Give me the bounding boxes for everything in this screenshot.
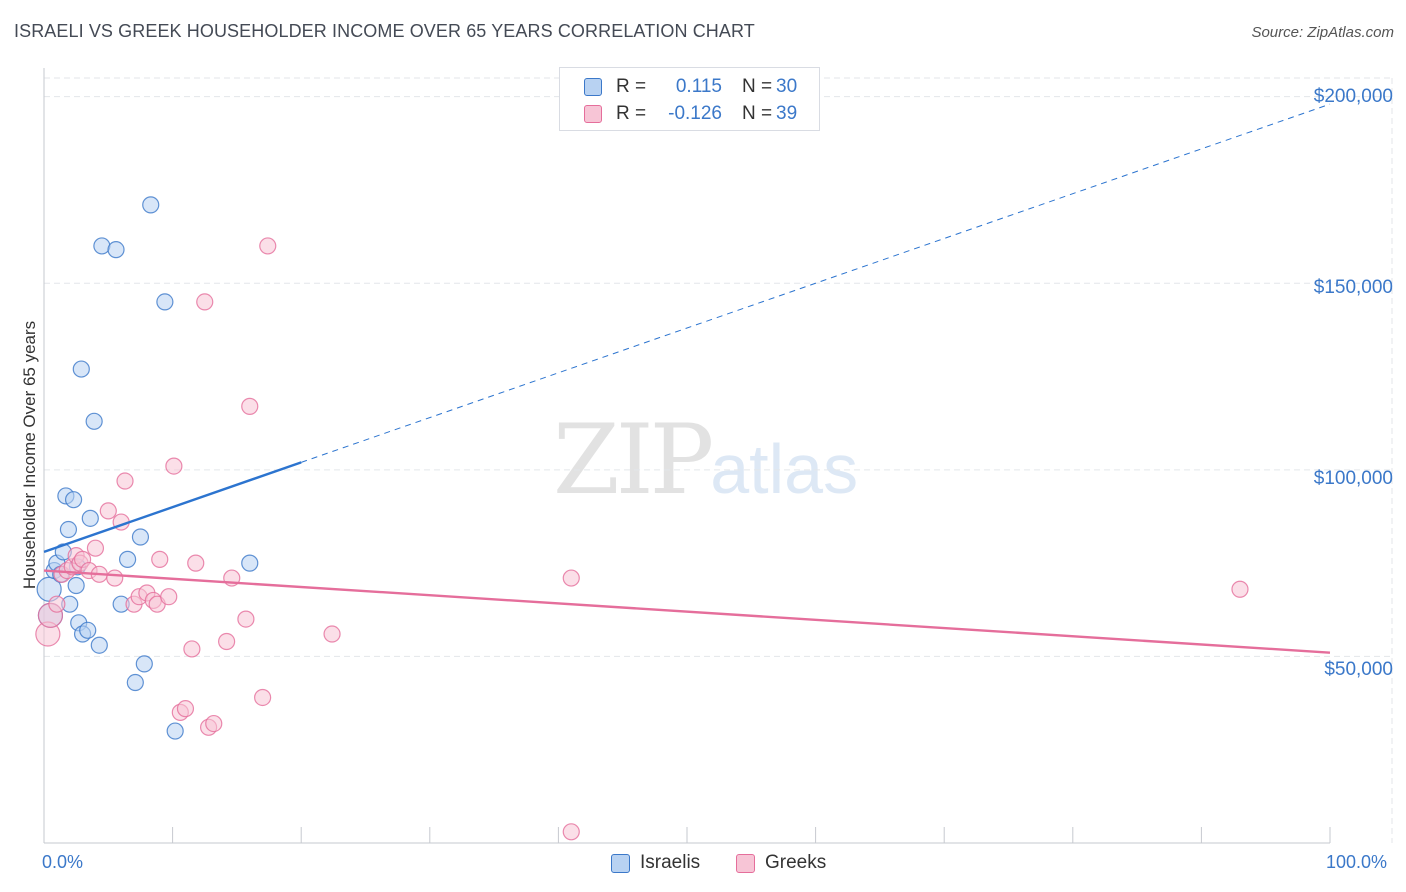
legend-item-greeks[interactable]: Greeks xyxy=(736,852,826,874)
israeli-point-16 xyxy=(85,412,103,430)
greek-point-26 xyxy=(183,640,201,658)
legend-label-greeks: Greeks xyxy=(765,852,827,873)
greek-point-25 xyxy=(176,700,195,718)
greek-point-23 xyxy=(165,457,183,475)
greek-point-15 xyxy=(116,472,134,490)
israeli-point-26 xyxy=(156,293,174,311)
greek-point-21 xyxy=(151,550,169,568)
correlation-legend: R = 0.115 N = 30 R = -0.126 N = 39 xyxy=(559,67,820,131)
greek-point-33 xyxy=(237,610,255,628)
legend-item-israelis[interactable]: Israelis xyxy=(611,852,700,874)
greek-point-34 xyxy=(241,397,259,415)
greek-point-35 xyxy=(254,688,272,707)
greek-point-40 xyxy=(1231,580,1249,598)
legend-row-israelis: R = 0.115 N = 30 xyxy=(584,74,797,100)
greek-point-37 xyxy=(323,625,341,643)
watermark-atlas: atlas xyxy=(710,430,859,508)
y-tick-label-150k: $150,000 xyxy=(1313,277,1393,298)
legend-swatch-pink xyxy=(584,105,602,123)
greek-point-27 xyxy=(187,554,205,572)
israeli-point-22 xyxy=(126,673,144,692)
israeli-point-7 xyxy=(59,520,78,539)
x-tick-label-min: 0.0% xyxy=(42,852,84,872)
greek-point-2 xyxy=(48,595,66,613)
israeli-point-28 xyxy=(241,554,259,572)
legend-row-greeks: R = -0.126 N = 39 xyxy=(584,101,797,127)
greek-point-36 xyxy=(259,237,277,255)
greek-trend-line xyxy=(43,569,1331,654)
israeli-point-17 xyxy=(90,636,108,654)
legend-r-label: R = xyxy=(616,103,647,124)
legend-r-label: R = xyxy=(616,76,647,97)
israeli-point-21 xyxy=(118,550,137,568)
legend-n-label: N = xyxy=(742,103,773,124)
greek-point-13 xyxy=(106,569,124,587)
israeli-point-10 xyxy=(67,576,85,595)
legend-swatch-israelis xyxy=(611,853,630,873)
israeli-trend-extension xyxy=(301,103,1331,463)
greek-point-28 xyxy=(196,293,214,311)
legend-n-label: N = xyxy=(742,76,773,97)
israeli-point-27 xyxy=(166,722,184,740)
greek-point-31 xyxy=(218,632,236,651)
greek-point-38 xyxy=(562,569,580,587)
israeli-point-9 xyxy=(64,491,83,509)
israeli-point-25 xyxy=(142,196,160,214)
x-tick-label-max: 100.0% xyxy=(1326,852,1388,872)
israeli-point-15 xyxy=(81,509,99,527)
greek-point-10 xyxy=(86,539,105,557)
israeli-point-14 xyxy=(79,621,97,639)
y-tick-label-200k: $200,000 xyxy=(1313,86,1393,107)
source-label: Source: ZipAtlas.com xyxy=(1251,24,1394,41)
greek-point-12 xyxy=(99,502,117,520)
greek-point-30 xyxy=(205,714,223,733)
israeli-trend-line xyxy=(43,461,302,554)
greek-point-22 xyxy=(160,588,178,606)
chart-title: ISRAELI VS GREEK HOUSEHOLDER INCOME OVER… xyxy=(14,21,755,41)
legend-n-value: 39 xyxy=(776,103,798,124)
legend-r-value: 0.115 xyxy=(675,76,722,97)
legend-swatch-blue xyxy=(584,78,602,96)
legend-label-israelis: Israelis xyxy=(640,852,701,873)
watermark-zip: ZIP xyxy=(553,404,714,516)
israeli-point-24 xyxy=(135,655,153,673)
israeli-point-12 xyxy=(72,360,90,378)
y-tick-label-50k: $50,000 xyxy=(1324,659,1393,680)
y-tick-label-100k: $100,000 xyxy=(1313,468,1393,489)
legend-swatch-greeks xyxy=(736,853,755,873)
legend-r-value: -0.126 xyxy=(668,103,722,124)
israeli-point-23 xyxy=(131,528,150,546)
israeli-point-19 xyxy=(107,241,125,259)
israeli-point-18 xyxy=(93,237,111,255)
legend-n-value: 30 xyxy=(776,76,798,97)
watermark: ZIPatlas xyxy=(553,404,858,516)
y-axis-label: Householder Income Over 65 years xyxy=(20,320,39,590)
greek-point-39 xyxy=(562,823,580,841)
